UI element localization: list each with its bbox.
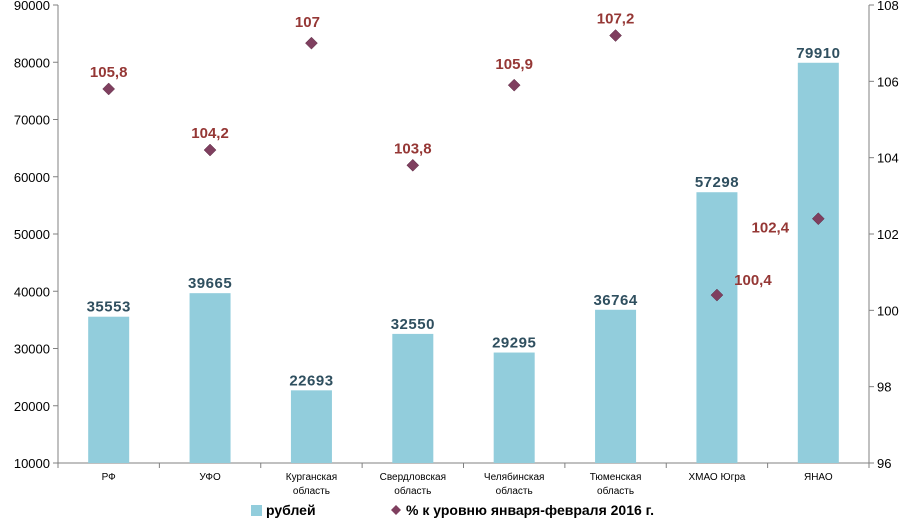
bar-value-label: 29295 <box>492 335 536 352</box>
right-axis-tick-label: 108 <box>877 0 899 13</box>
left-axis-tick-label: 40000 <box>14 284 50 299</box>
percent-marker <box>609 29 622 42</box>
category-label-line: область <box>597 485 634 497</box>
right-axis-tick-label: 98 <box>877 380 891 395</box>
right-axis-tick-label: 104 <box>877 151 899 166</box>
percent-marker <box>406 158 420 172</box>
category-label: Курганская область <box>286 472 337 497</box>
bar <box>189 293 231 463</box>
legend-bar-label: рублей <box>266 502 316 518</box>
percent-marker <box>811 212 825 226</box>
right-axis-tick-label: 106 <box>877 74 899 89</box>
category-label: РФ <box>102 472 117 483</box>
category-label-line: область <box>394 485 431 497</box>
percent-value-label: 104,2 <box>191 125 229 142</box>
category-label-line: ЯНАО <box>804 472 833 483</box>
bar-value-label: 57298 <box>695 174 739 191</box>
right-axis-tick-label: 96 <box>877 456 891 471</box>
bar-value-label: 39665 <box>188 275 232 292</box>
category-label: ЯНАО <box>804 472 833 483</box>
bar <box>290 390 332 463</box>
category-label: ХМАО Югра <box>688 472 745 483</box>
percent-value-label: 105,9 <box>495 56 533 73</box>
percent-marker <box>305 36 318 50</box>
right-axis-tick-label: 100 <box>877 303 899 318</box>
percent-value-label: 103,8 <box>394 140 432 157</box>
category-label: Челябинская область <box>484 471 545 497</box>
legend-marker-label: % к уровню января-февраля 2016 г. <box>406 502 654 518</box>
bar <box>88 316 130 463</box>
left-axis-tick-label: 90000 <box>14 0 50 13</box>
right-axis-tick-label: 102 <box>877 227 899 242</box>
percent-marker <box>710 288 724 302</box>
bar <box>493 352 535 463</box>
bar <box>797 62 839 463</box>
percent-marker <box>102 82 116 96</box>
percent-value-label: 105,8 <box>90 64 128 81</box>
bar-value-label: 36764 <box>593 292 637 309</box>
percent-marker <box>203 143 217 157</box>
bar <box>392 333 434 463</box>
category-label-line: область <box>293 485 330 497</box>
left-axis-tick-label: 80000 <box>14 55 50 70</box>
percent-marker <box>507 78 521 92</box>
left-axis-tick-label: 60000 <box>14 170 50 185</box>
category-label: УФО <box>199 472 221 483</box>
category-label-line: область <box>496 485 533 497</box>
bar-value-label: 22693 <box>289 372 333 389</box>
percent-value-label: 102,4 <box>752 220 790 237</box>
bar-value-label: 35553 <box>87 299 131 316</box>
left-axis-tick-label: 50000 <box>14 227 50 242</box>
category-label-line: Курганская <box>286 472 337 483</box>
left-axis-tick-label: 30000 <box>14 342 50 357</box>
left-axis-tick-label: 20000 <box>14 399 50 414</box>
category-label: Тюменская область <box>590 472 642 497</box>
legend-bar-swatch <box>251 505 262 516</box>
percent-value-label: 107 <box>295 14 320 31</box>
category-label-line: Свердловская <box>380 472 446 483</box>
left-axis-tick-label: 70000 <box>14 113 50 128</box>
category-label-line: РФ <box>102 472 117 483</box>
category-label-line: Челябинская <box>484 471 545 483</box>
category-label: Свердловская область <box>380 472 446 497</box>
left-axis-tick-label: 10000 <box>14 456 50 471</box>
bar <box>595 309 637 463</box>
percent-value-label: 100,4 <box>734 272 772 289</box>
bar-value-label: 79910 <box>796 45 840 62</box>
category-label-line: УФО <box>199 472 221 483</box>
bar-value-label: 32550 <box>391 316 435 333</box>
legend-marker-swatch <box>391 505 401 515</box>
category-label-line: Тюменская <box>590 472 642 483</box>
category-label-line: ХМАО Югра <box>688 472 745 483</box>
percent-value-label: 107,2 <box>597 11 635 28</box>
bar <box>696 192 738 464</box>
